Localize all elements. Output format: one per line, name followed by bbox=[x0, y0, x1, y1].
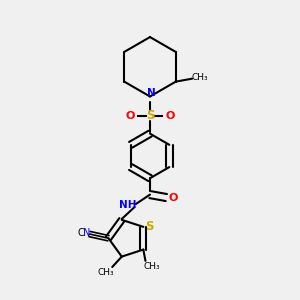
Text: NH: NH bbox=[119, 200, 136, 210]
Text: O: O bbox=[165, 111, 175, 121]
Text: O: O bbox=[125, 111, 135, 121]
Text: S: S bbox=[145, 220, 154, 233]
Text: CH₃: CH₃ bbox=[144, 262, 160, 271]
Text: C: C bbox=[78, 228, 85, 239]
Text: O: O bbox=[168, 193, 178, 202]
Text: N: N bbox=[147, 88, 156, 98]
Text: S: S bbox=[146, 109, 154, 122]
Text: N: N bbox=[83, 228, 90, 239]
Text: CH₃: CH₃ bbox=[191, 73, 208, 82]
Text: CH₃: CH₃ bbox=[97, 268, 114, 278]
